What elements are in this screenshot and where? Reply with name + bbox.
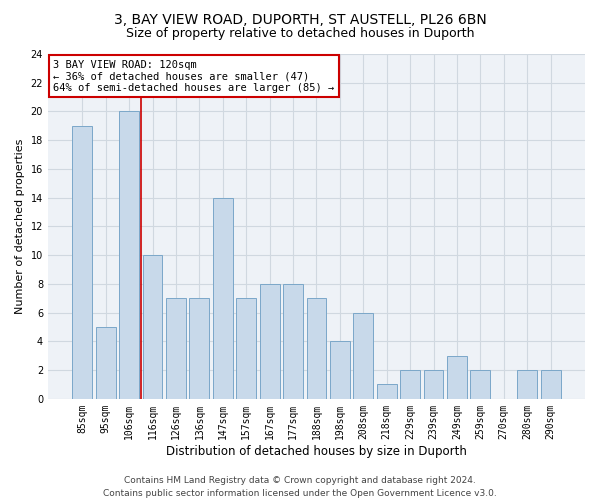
X-axis label: Distribution of detached houses by size in Duporth: Distribution of detached houses by size …	[166, 444, 467, 458]
Bar	[424, 370, 443, 399]
Text: 3 BAY VIEW ROAD: 120sqm
← 36% of detached houses are smaller (47)
64% of semi-de: 3 BAY VIEW ROAD: 120sqm ← 36% of detache…	[53, 60, 335, 93]
Bar	[190, 298, 209, 399]
Bar	[470, 370, 490, 399]
Bar	[119, 112, 139, 399]
Bar	[517, 370, 537, 399]
Bar	[377, 384, 397, 399]
Text: Contains HM Land Registry data © Crown copyright and database right 2024.
Contai: Contains HM Land Registry data © Crown c…	[103, 476, 497, 498]
Bar	[330, 342, 350, 399]
Bar	[166, 298, 186, 399]
Bar	[73, 126, 92, 399]
Bar	[541, 370, 560, 399]
Y-axis label: Number of detached properties: Number of detached properties	[15, 138, 25, 314]
Bar	[236, 298, 256, 399]
Bar	[260, 284, 280, 399]
Bar	[96, 327, 116, 399]
Bar	[213, 198, 233, 399]
Bar	[307, 298, 326, 399]
Bar	[143, 255, 163, 399]
Bar	[283, 284, 303, 399]
Bar	[447, 356, 467, 399]
Bar	[353, 312, 373, 399]
Text: 3, BAY VIEW ROAD, DUPORTH, ST AUSTELL, PL26 6BN: 3, BAY VIEW ROAD, DUPORTH, ST AUSTELL, P…	[113, 12, 487, 26]
Bar	[400, 370, 420, 399]
Text: Size of property relative to detached houses in Duporth: Size of property relative to detached ho…	[126, 28, 474, 40]
